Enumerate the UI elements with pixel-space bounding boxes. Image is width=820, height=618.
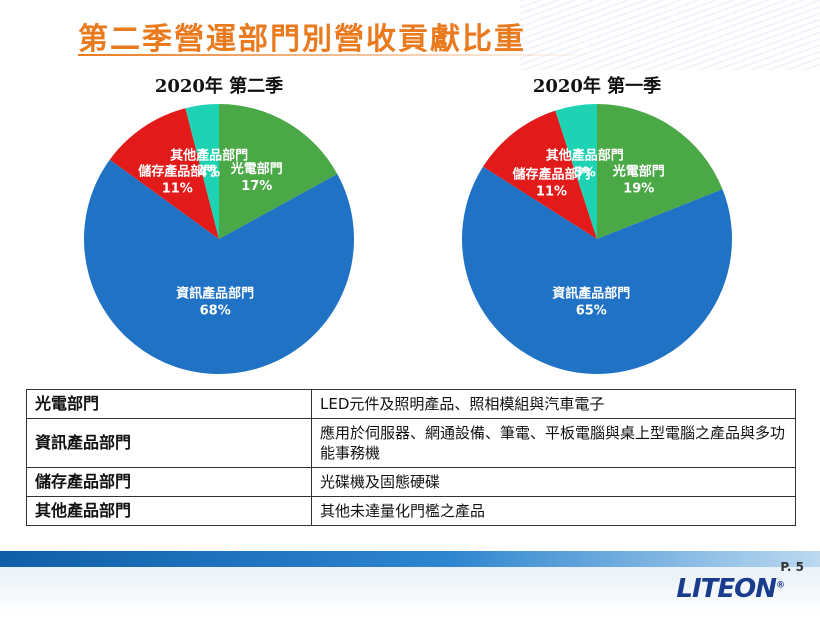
pie-slice-other (555, 104, 597, 239)
pie-slice-info (84, 159, 354, 374)
page-number: P. 5 (780, 560, 804, 574)
slice-label-opto: 光電部門 (612, 164, 665, 180)
pie-slice-opto (219, 104, 338, 239)
division-description: 應用於伺服器、網通設備、筆電、平板電腦與桌上型電腦之產品與多功能事務機 (311, 418, 796, 468)
page-title: 第二季營運部門別營收貢獻比重 (78, 22, 526, 57)
division-description: LED元件及照明產品、照相模組與汽車電子 (311, 389, 796, 419)
division-name: 儲存產品部門 (26, 467, 312, 497)
pie-slice-storage (109, 108, 219, 239)
slice-label-opto: 光電部門 (230, 161, 283, 177)
division-description-table: 光電部門 LED元件及照明產品、照相模組與汽車電子 資訊產品部門 應用於伺服器、… (26, 389, 796, 526)
slice-value-other: 4% (198, 165, 220, 180)
chart-title-q1: 2020年 第一季 (532, 76, 662, 97)
division-name: 其他產品部門 (26, 496, 312, 526)
table-row: 其他產品部門 其他未達量化門檻之產品 (26, 496, 796, 526)
slice-value-storage: 11% (162, 182, 193, 197)
liteon-logo: LITEON® (676, 574, 785, 604)
pie-slice-info (462, 166, 732, 374)
slice-value-opto: 19% (623, 182, 654, 197)
division-name: 資訊產品部門 (26, 418, 312, 468)
slice-label-other: 其他產品部門 (546, 148, 624, 164)
slice-label-other: 其他產品部門 (170, 147, 248, 163)
chart-title-q2: 2020年 第二季 (154, 76, 284, 97)
footer-bar (0, 551, 820, 567)
table-row: 儲存產品部門 光碟機及固態硬碟 (26, 467, 796, 497)
slice-value-info: 65% (576, 303, 607, 318)
header-decoration (520, 0, 820, 70)
pie-slice-storage (483, 110, 597, 240)
division-description: 其他未達量化門檻之產品 (311, 496, 796, 526)
slice-value-other: 5% (574, 166, 596, 181)
table-row: 光電部門 LED元件及照明產品、照相模組與汽車電子 (26, 389, 796, 419)
title-underline (78, 54, 598, 56)
logo-text: LITEON (676, 574, 777, 604)
slice-label-info: 資訊產品部門 (176, 286, 254, 302)
table-row: 資訊產品部門 應用於伺服器、網通設備、筆電、平板電腦與桌上型電腦之產品與多功能事… (26, 418, 796, 468)
footer-background (0, 567, 820, 618)
slice-label-storage: 儲存產品部門 (511, 166, 590, 182)
division-description: 光碟機及固態硬碟 (311, 467, 796, 497)
slice-value-info: 68% (200, 304, 231, 319)
pie-chart-q1: 光電部門 19% 資訊產品部門 65% 儲存產品部門 11% 其他產品部門 5% (462, 104, 732, 374)
pie-chart-q2: 光電部門 17% 資訊產品部門 68% 儲存產品部門 11% 其他產品部門 4% (84, 104, 354, 374)
slice-label-storage: 儲存產品部門 (137, 164, 216, 180)
slice-label-info: 資訊產品部門 (552, 285, 630, 301)
slice-value-storage: 11% (536, 184, 567, 199)
pie-slice-opto (597, 104, 723, 239)
division-name: 光電部門 (26, 389, 312, 419)
slice-value-opto: 17% (241, 179, 272, 194)
pie-slice-other (185, 104, 219, 239)
